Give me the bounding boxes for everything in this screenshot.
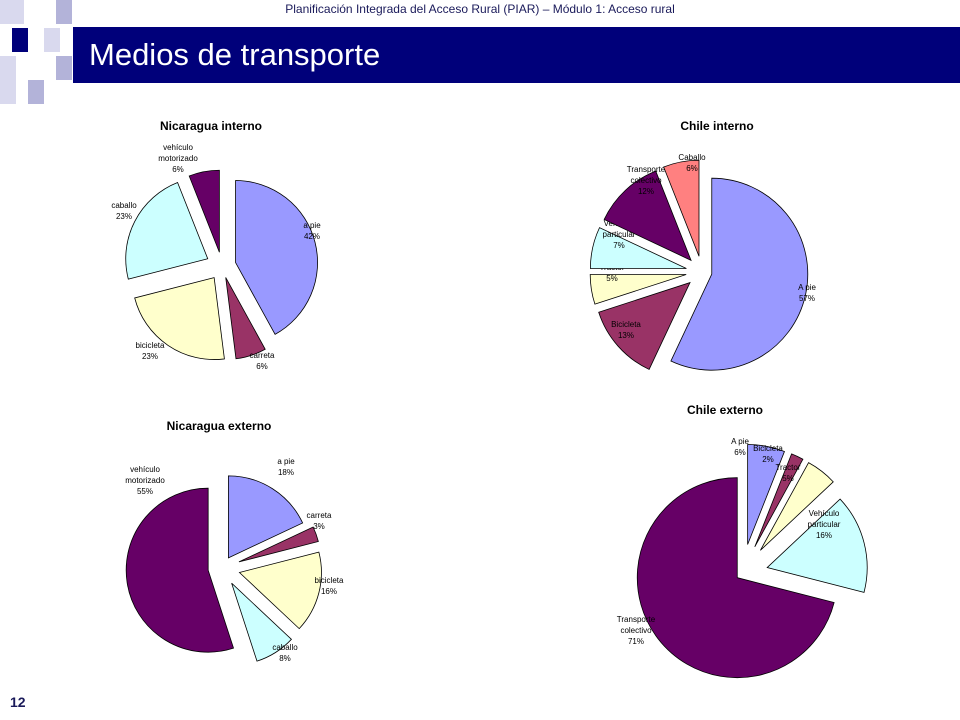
pie-slice-tractor [760, 462, 834, 551]
pie-chart-chile-externo: Chile externo A pie 6% Bicicleta 2%Tractor 5%… [617, 403, 868, 679]
pie-label-bicicleta: bicicleta 23% [136, 341, 165, 361]
pie-chart-nicaragua-externo: Nicaragua externo a pie 18% carreta 3% bicicl… [125, 419, 344, 663]
pie-label-bicicleta: bicicleta 16% [315, 576, 344, 596]
pie-slice-caballo [125, 181, 209, 280]
page-number: 12 [10, 694, 26, 710]
slide-title: Medios de transporte [89, 37, 381, 72]
pie-slice-carreta [225, 277, 266, 360]
chart-title: Chile externo [687, 403, 763, 417]
decor-square [28, 80, 44, 104]
pie-slice-bicicleta [134, 277, 225, 360]
decor-square [0, 56, 16, 104]
pie-label-caballo: caballo 23% [111, 201, 137, 221]
pie-label-transporte: Transporte colectivo 12% [627, 165, 666, 196]
pie-slice-a-pie [670, 177, 809, 371]
pie-label-carreta: carreta 6% [250, 351, 275, 371]
decor-square [44, 28, 60, 52]
chart-title: Chile interno [680, 119, 753, 133]
pie-slice-a-pie [235, 180, 318, 335]
pie-label-bicicleta: Bicicleta 13% [611, 320, 641, 340]
pie-label-vehiculo: vehículo motorizado 6% [158, 143, 198, 174]
pie-label-a-pie: A pie 57% [798, 283, 816, 303]
pie-slice-bicicleta [754, 453, 804, 548]
pie-slice-caballo [231, 582, 292, 662]
pie-label-a-pie: A pie 6% [731, 437, 749, 457]
pie-label-carreta: carreta 3% [307, 511, 332, 531]
pie-slice-carreta [238, 526, 319, 563]
chart-title: Nicaragua interno [160, 119, 262, 133]
pie-slice-transporte [636, 477, 835, 679]
decor-square [0, 0, 24, 24]
pie-slice-caballo [663, 159, 700, 257]
decor-square [56, 56, 72, 80]
pie-slice-vehiculo [766, 498, 868, 593]
decor-square [12, 28, 28, 52]
pie-label-transporte: Transporte colectivo 71% [617, 615, 656, 646]
pie-slice-vehiculo [188, 169, 220, 253]
pie-slice-bicicleta [598, 281, 691, 370]
pie-slice-vehiculo [589, 227, 687, 269]
pie-slice-tractor [589, 274, 687, 305]
pie-label-caballo: Caballo 6% [678, 153, 706, 173]
pie-label-bicicleta: Bicicleta 2% [753, 444, 783, 464]
title-bar: Medios de transporte [73, 27, 960, 83]
slide-header-subtitle: Planificación Integrada del Acceso Rural… [285, 2, 675, 16]
pie-slice-vehiculo [125, 487, 235, 653]
chart-title: Nicaragua externo [167, 419, 272, 433]
pie-label-a-pie: a pie 18% [277, 457, 295, 477]
pie-label-vehiculo: vehículo motorizado 55% [125, 465, 165, 496]
pie-slice-a-pie [228, 475, 304, 559]
pie-slice-a-pie [747, 444, 785, 545]
pie-label-vehiculo: Vehículo particular 16% [808, 509, 841, 540]
pie-slice-bicicleta [238, 551, 322, 630]
decor-square [56, 0, 72, 24]
pie-chart-nicaragua-interno: Nicaragua interno a pie 42% carreta 6% bicicl… [111, 119, 321, 371]
pie-slice-transporte [603, 170, 692, 262]
pie-label-a-pie: a pie 42% [303, 221, 321, 241]
pie-label-caballo: caballo 8% [272, 643, 298, 663]
